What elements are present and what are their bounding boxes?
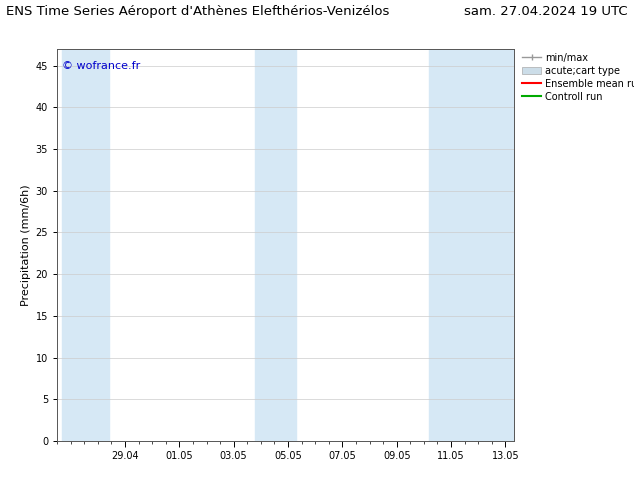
Text: © wofrance.fr: © wofrance.fr	[61, 61, 140, 71]
Text: ENS Time Series Aéroport d'Athènes Elefthérios-Venizélos: ENS Time Series Aéroport d'Athènes Eleft…	[6, 5, 390, 18]
Bar	[63, 49, 108, 441]
Text: sam. 27.04.2024 19 UTC: sam. 27.04.2024 19 UTC	[464, 5, 628, 18]
Bar	[256, 49, 296, 441]
Bar	[429, 49, 514, 441]
Legend: min/max, acute;cart type, Ensemble mean run, Controll run: min/max, acute;cart type, Ensemble mean …	[518, 49, 634, 105]
Y-axis label: Precipitation (mm/6h): Precipitation (mm/6h)	[22, 184, 31, 306]
